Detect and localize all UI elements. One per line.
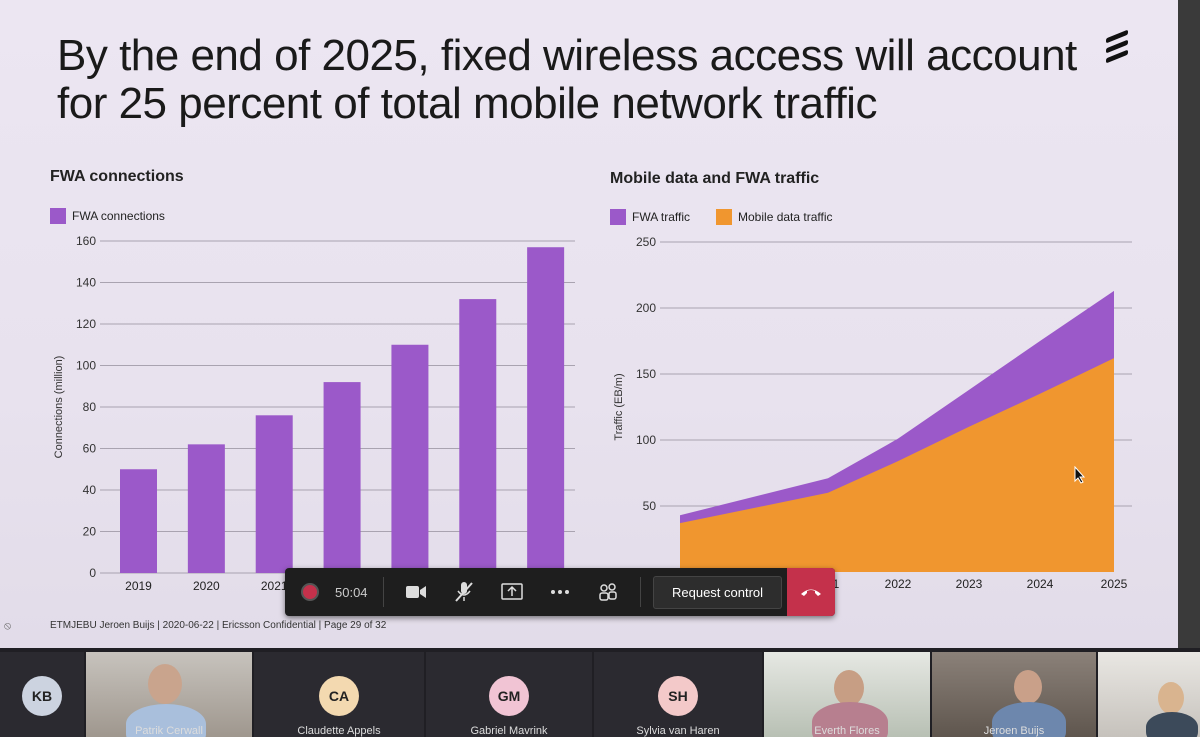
participant-tile-video-3[interactable]: Jeroen Buijs <box>932 652 1096 737</box>
participant-tile-kb[interactable]: KB <box>0 652 84 737</box>
participant-name: Gabriel Mavrink <box>470 725 548 737</box>
participant-body <box>126 704 206 737</box>
mic-muted-icon: ⦸ <box>4 620 12 632</box>
x-tick-label: 1 <box>833 577 840 591</box>
mobile-data-fwa-chart-title: Mobile data and FWA traffic <box>610 170 820 187</box>
traffic-legend: FWA traffic Mobile data traffic <box>610 209 833 225</box>
y-tick-label: 140 <box>76 276 96 290</box>
legend-label-fwa-traffic: FWA traffic <box>632 210 691 224</box>
y-tick-label: 150 <box>636 367 656 381</box>
participant-tile-video-2[interactable]: Everth Flores <box>764 652 930 737</box>
window-edge <box>1178 0 1200 648</box>
participant-tile-sh[interactable]: SH Sylvia van Haren <box>594 652 762 737</box>
shared-slide: By the end of 2025, fixed wireless acces… <box>0 0 1178 648</box>
y-tick-label: 40 <box>83 483 97 497</box>
x-tick-label: 2020 <box>193 579 220 593</box>
x-tick-label: 2023 <box>956 577 983 591</box>
fwa-connections-legend: FWA connections <box>50 208 165 224</box>
participant-name: Sylvia van Haren <box>636 725 720 737</box>
recording-indicator-icon <box>301 583 319 601</box>
participant-face <box>1158 682 1184 714</box>
y-tick-label: 100 <box>76 359 96 373</box>
legend-swatch-mobile-data <box>716 209 733 225</box>
participant-name: Claudette Appels <box>297 725 381 737</box>
bar <box>527 247 565 573</box>
y-tick-label: 20 <box>83 525 97 539</box>
traffic-area-chart: 50 100 150 200 250 Traffic (EB/m) 1 2022 2023 202… <box>613 235 1132 591</box>
camera-icon <box>406 586 426 598</box>
slide-title: By the end of 2025, fixed wireless acces… <box>57 32 1077 128</box>
participant-face <box>834 670 864 706</box>
y-axis-label: Connections (million) <box>53 356 65 459</box>
slide-title-line-1: By the end of 2025, fixed wireless acces… <box>57 31 1077 80</box>
more-dots-icon <box>551 590 569 594</box>
participant-body <box>992 702 1066 737</box>
mic-button[interactable] <box>440 568 488 616</box>
participant-name: Everth Flores <box>814 725 880 737</box>
area-mobile-data-traffic <box>680 358 1114 572</box>
bar <box>255 415 293 573</box>
x-tick-label: 2024 <box>1027 577 1054 591</box>
legend-label-fwa-connections: FWA connections <box>72 209 165 223</box>
fwa-connections-bar-chart: 0 20 40 60 80 100 120 140 160 Connections (millio… <box>53 234 575 593</box>
y-tick-label: 0 <box>89 566 96 580</box>
bar <box>187 444 225 573</box>
meeting-timer: 50:04 <box>335 584 368 600</box>
bar <box>323 382 361 573</box>
legend-swatch-fwa-connections <box>50 208 66 224</box>
avatar: SH <box>658 676 698 716</box>
divider <box>383 577 384 607</box>
avatar: KB <box>22 676 62 716</box>
y-tick-label: 160 <box>76 234 96 248</box>
participant-name: Jeroen Buijs <box>983 725 1045 737</box>
more-actions-button[interactable] <box>536 568 584 616</box>
participants-button[interactable] <box>584 568 632 616</box>
participant-face <box>1014 670 1042 704</box>
avatar: CA <box>319 676 359 716</box>
participant-tile-gm[interactable]: GM Gabriel Mavrink <box>426 652 592 737</box>
y-tick-label: 80 <box>83 400 97 414</box>
x-tick-label: 2022 <box>885 577 912 591</box>
share-screen-icon <box>501 583 523 600</box>
y-tick-label: 250 <box>636 235 656 249</box>
participant-tile-video-1[interactable]: Patrik Cerwall <box>86 652 252 737</box>
request-control-button[interactable]: Request control <box>653 575 783 609</box>
y-tick-label: 200 <box>636 301 656 315</box>
participant-tile-ca[interactable]: CA Claudette Appels <box>254 652 424 737</box>
camera-button[interactable] <box>392 568 440 616</box>
x-tick-label: 2025 <box>1101 577 1128 591</box>
meeting-control-bar: 50:04 Request control <box>285 568 835 616</box>
y-tick-label: 50 <box>643 499 657 513</box>
participant-body <box>812 702 888 737</box>
y-tick-label: 100 <box>636 433 656 447</box>
participant-tile-video-4[interactable] <box>1098 652 1200 737</box>
slide-title-line-2: for 25 percent of total mobile network t… <box>57 79 877 128</box>
bar <box>120 469 157 573</box>
participant-face <box>148 664 182 704</box>
fwa-connections-chart-title: FWA connections <box>50 168 184 185</box>
y-tick-label: 60 <box>83 442 97 456</box>
mic-off-icon <box>455 582 473 602</box>
x-tick-label: 2021 <box>261 579 288 593</box>
participant-name: Patrik Cerwall <box>135 725 203 737</box>
bar <box>391 344 429 573</box>
slide-footer: ETMJEBU Jeroen Buijs | 2020-06-22 | Eric… <box>50 620 387 631</box>
participants-icon <box>599 583 617 601</box>
legend-swatch-fwa-traffic <box>610 209 626 225</box>
hang-up-button[interactable] <box>787 568 835 616</box>
y-tick-label: 120 <box>76 317 96 331</box>
avatar: GM <box>489 676 529 716</box>
mouse-cursor-icon <box>1074 466 1086 484</box>
hang-up-icon <box>801 589 821 596</box>
divider <box>640 577 641 607</box>
y-axis-label: Traffic (EB/m) <box>613 373 625 440</box>
x-tick-label: 2019 <box>125 579 152 593</box>
participant-body <box>1146 712 1198 737</box>
legend-label-mobile-data: Mobile data traffic <box>738 210 833 224</box>
ericsson-logo-icon <box>1106 29 1128 64</box>
share-screen-button[interactable] <box>488 568 536 616</box>
bar <box>459 299 497 573</box>
